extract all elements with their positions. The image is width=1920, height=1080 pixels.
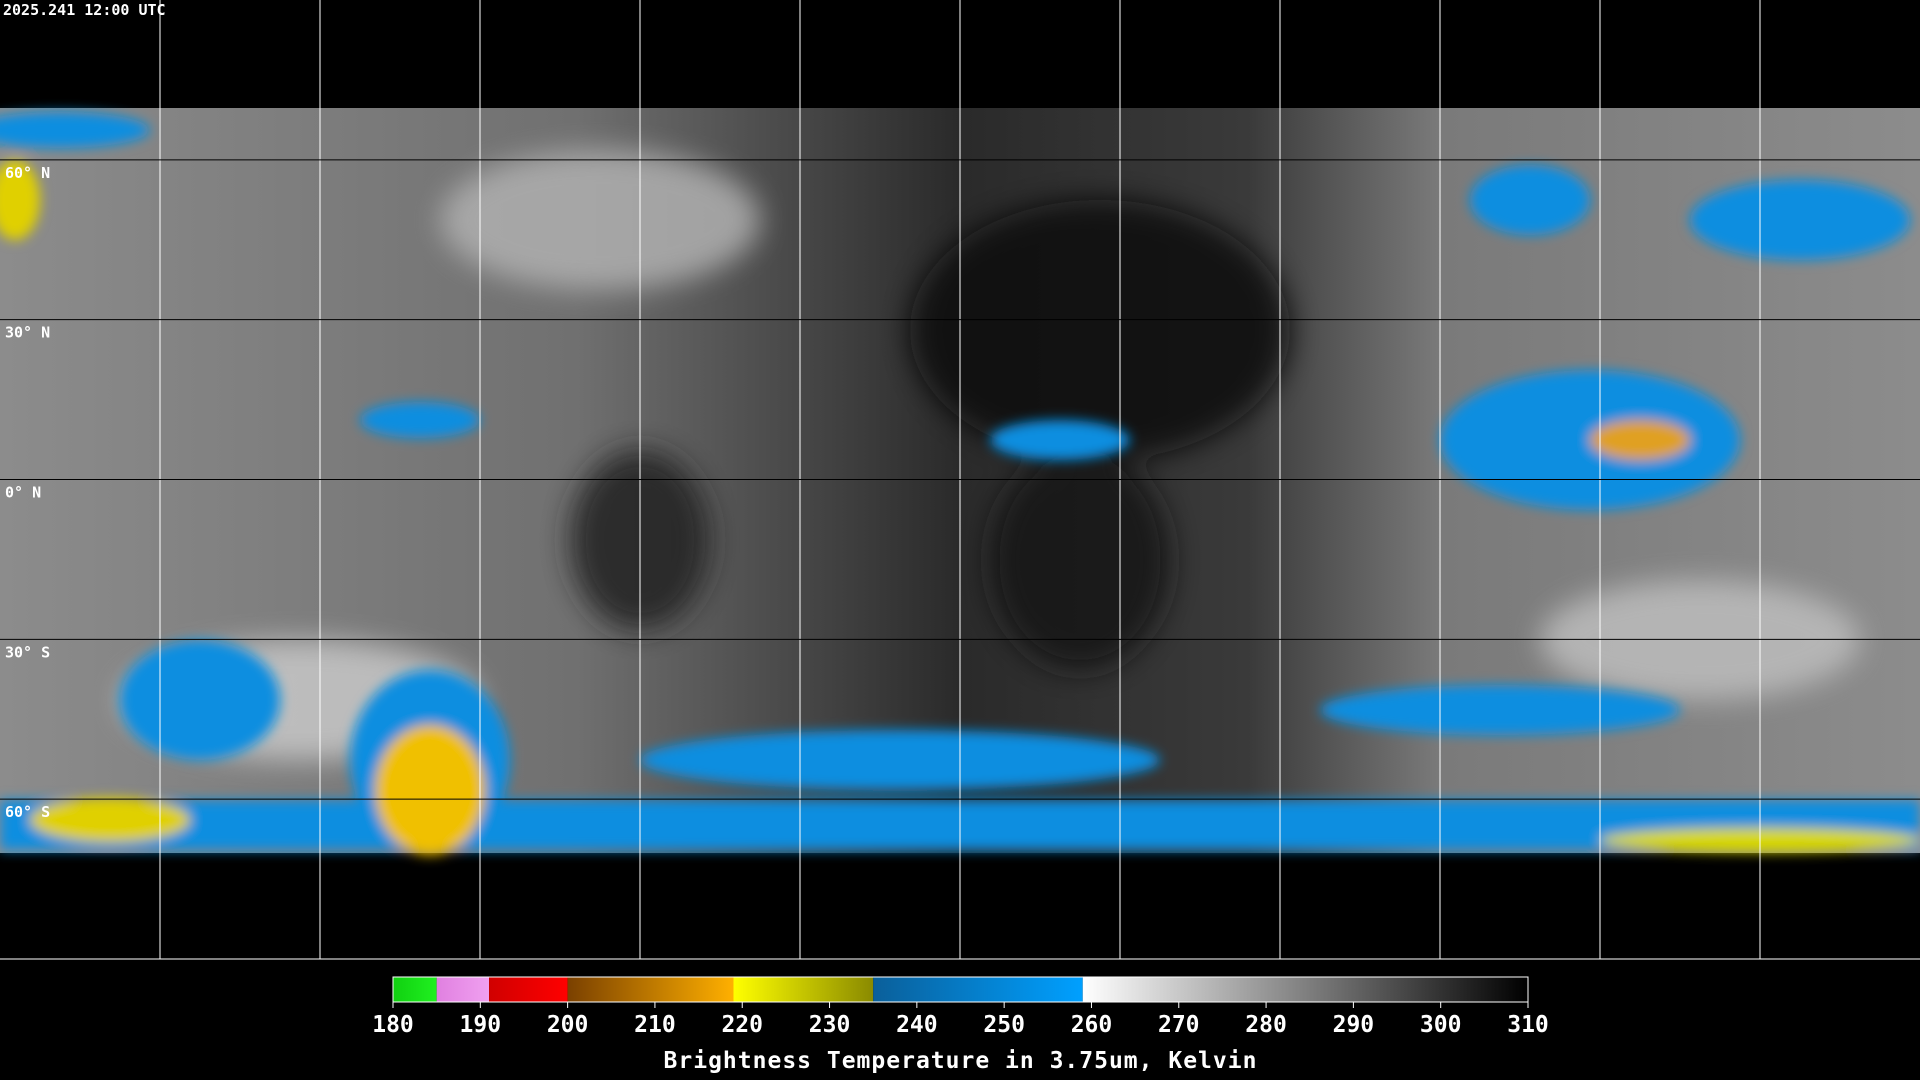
colorbar-segment [567, 977, 734, 1002]
lat-labels: 60° N 30° N 0° N 30° S 60° S [5, 164, 50, 821]
colorbar-tick-label: 210 [634, 1012, 676, 1038]
colorbar-tick-label: 190 [460, 1012, 502, 1038]
lat-label: 0° N [5, 484, 41, 502]
colorbar-tick-label: 260 [1071, 1012, 1113, 1038]
graticule [0, 0, 1920, 960]
colorbar-tick-label: 200 [547, 1012, 589, 1038]
colorbar-label: Brightness Temperature in 3.75um, Kelvin [664, 1048, 1258, 1074]
colorbar-segment [393, 977, 437, 1002]
colorbar-segment [436, 977, 490, 1002]
lat-label: 30° S [5, 643, 50, 661]
timestamp: 2025.241 12:00 UTC [3, 1, 166, 19]
colorbar-segment [489, 977, 568, 1002]
colorbar-tick-label: 280 [1245, 1012, 1287, 1038]
lat-label: 60° S [5, 803, 50, 821]
colorbar-tick-label: 230 [809, 1012, 851, 1038]
colorbar-tick-label: 290 [1333, 1012, 1375, 1038]
colorbar-tick-label: 270 [1158, 1012, 1200, 1038]
lat-label: 60° N [5, 164, 50, 182]
colorbar-segment [873, 977, 1083, 1002]
colorbar-tick-label: 220 [721, 1012, 763, 1038]
colorbar-tick-label: 180 [372, 1012, 414, 1038]
colorbar-segment [1082, 977, 1528, 1002]
colorbar-tick-label: 300 [1420, 1012, 1462, 1038]
colorbar-segment [733, 977, 874, 1002]
lat-label: 30° N [5, 324, 50, 342]
colorbar-tick-label: 240 [896, 1012, 938, 1038]
colorbar: 180 190 200 210 220 230 240 250 260 270 280 290 300 3… [372, 976, 1549, 1074]
colorbar-tick-label: 310 [1507, 1012, 1549, 1038]
colorbar-tick-label: 250 [983, 1012, 1025, 1038]
